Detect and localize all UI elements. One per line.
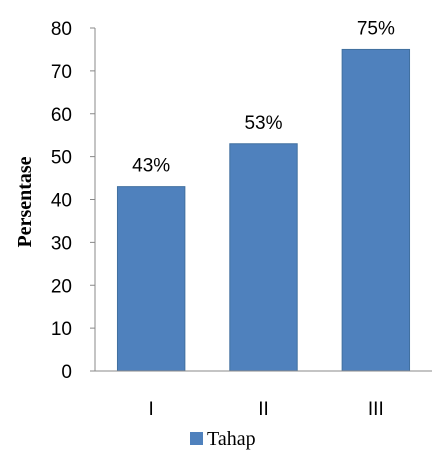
legend: Tahap: [190, 428, 256, 450]
x-tick-label: III: [368, 399, 384, 420]
data-labels: 43% 53% 75%: [132, 18, 395, 176]
y-tick-label: 0: [61, 362, 72, 383]
bar-I: [116, 186, 186, 372]
x-axis-ticks: I II III: [149, 399, 384, 420]
bar-III: [341, 48, 411, 372]
legend-swatch: [190, 432, 203, 445]
y-tick-label: 10: [51, 319, 72, 340]
y-tick-label: 30: [51, 233, 72, 254]
bar-II: [229, 143, 298, 372]
y-tick-label: 50: [51, 148, 72, 169]
y-tick-label: 80: [51, 19, 72, 40]
data-label: 53%: [244, 113, 282, 134]
y-tick-label: 60: [51, 105, 72, 126]
y-tick-label: 20: [51, 276, 72, 297]
data-label: 75%: [357, 18, 395, 39]
y-axis-ticks: 0 10 20 30 40 50 60 70 80: [51, 19, 95, 383]
x-tick-label: II: [258, 399, 269, 420]
x-tick-label: I: [149, 399, 154, 420]
data-label: 43%: [132, 156, 170, 177]
y-axis-label: Persentase: [14, 156, 36, 247]
legend-label: Tahap: [207, 428, 256, 450]
bars: [116, 48, 411, 372]
y-tick-label: 40: [51, 191, 72, 212]
y-tick-label: 70: [51, 62, 72, 83]
